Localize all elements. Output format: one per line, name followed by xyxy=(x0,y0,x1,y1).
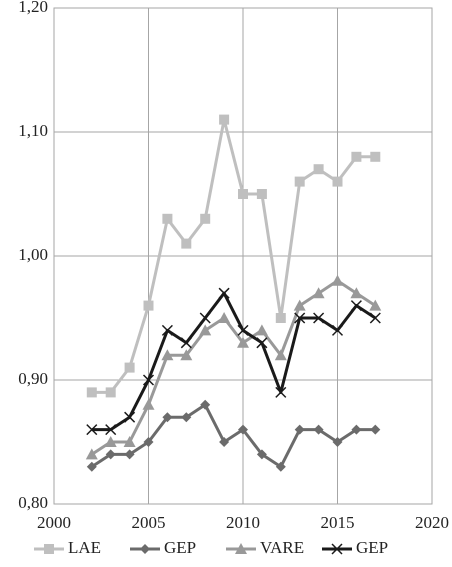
marker xyxy=(124,362,135,373)
marker xyxy=(293,299,306,311)
legend-label: VARE xyxy=(260,538,304,557)
marker xyxy=(275,313,286,323)
legend-label: LAE xyxy=(68,538,101,557)
marker xyxy=(181,412,192,423)
marker xyxy=(332,176,343,187)
series-line xyxy=(91,118,376,394)
marker xyxy=(351,151,362,162)
marker xyxy=(161,349,174,361)
marker xyxy=(143,437,154,447)
marker xyxy=(124,449,135,460)
marker xyxy=(85,448,98,460)
x-tick-label: 2000 xyxy=(37,513,71,532)
y-tick-label: 1,20 xyxy=(18,0,48,16)
marker xyxy=(86,387,97,398)
y-tick-label: 1,10 xyxy=(18,121,48,140)
y-tick-label: 0,80 xyxy=(18,493,48,512)
series-line xyxy=(90,279,377,456)
marker xyxy=(235,543,247,554)
marker xyxy=(256,449,267,460)
marker xyxy=(331,324,344,336)
marker xyxy=(332,437,343,447)
marker xyxy=(219,114,230,125)
marker xyxy=(238,424,248,435)
marker xyxy=(200,213,211,224)
marker xyxy=(238,189,248,199)
marker xyxy=(370,424,381,435)
marker xyxy=(86,461,97,472)
marker xyxy=(140,544,150,554)
marker xyxy=(86,424,98,436)
marker xyxy=(104,436,117,447)
marker xyxy=(294,424,305,435)
marker xyxy=(142,374,155,386)
marker xyxy=(350,300,362,312)
marker xyxy=(124,411,136,423)
marker xyxy=(237,324,249,336)
marker xyxy=(331,274,344,286)
legend-label: GEP xyxy=(164,538,196,557)
marker xyxy=(218,312,231,323)
marker xyxy=(350,287,363,299)
marker xyxy=(351,424,362,435)
plot-border xyxy=(53,7,433,505)
series-line xyxy=(91,291,377,432)
x-tick-label: 2010 xyxy=(226,513,260,532)
marker xyxy=(162,213,173,224)
marker xyxy=(370,151,381,162)
marker xyxy=(180,337,192,349)
marker xyxy=(105,449,116,460)
marker xyxy=(105,424,117,436)
marker xyxy=(369,299,382,311)
marker xyxy=(218,287,230,299)
marker xyxy=(123,436,136,447)
marker xyxy=(256,189,267,199)
marker xyxy=(105,387,116,398)
marker xyxy=(199,312,211,324)
marker xyxy=(331,543,343,555)
marker xyxy=(142,398,155,410)
marker xyxy=(200,399,211,410)
x-tick-label: 2015 xyxy=(321,513,355,532)
marker xyxy=(275,386,287,398)
marker xyxy=(44,544,54,554)
y-tick-label: 1,00 xyxy=(18,245,48,264)
x-tick-label: 2020 xyxy=(415,513,449,532)
marker xyxy=(255,324,268,336)
marker xyxy=(181,238,192,249)
marker xyxy=(219,437,230,447)
marker xyxy=(294,312,306,324)
marker xyxy=(313,164,324,175)
marker xyxy=(274,349,287,361)
legend-label: GEP xyxy=(356,538,388,557)
marker xyxy=(313,424,324,435)
marker xyxy=(275,461,286,472)
marker xyxy=(199,324,212,336)
marker xyxy=(143,300,154,311)
y-tick-label: 0,90 xyxy=(18,369,48,388)
x-tick-label: 2005 xyxy=(132,513,166,532)
marker xyxy=(313,312,325,324)
marker xyxy=(162,412,173,423)
marker xyxy=(161,324,173,336)
marker xyxy=(312,287,325,299)
marker xyxy=(180,349,193,361)
marker xyxy=(369,312,381,324)
marker xyxy=(237,336,249,348)
marker xyxy=(256,337,268,349)
marker xyxy=(294,176,305,187)
series-line xyxy=(90,403,376,469)
